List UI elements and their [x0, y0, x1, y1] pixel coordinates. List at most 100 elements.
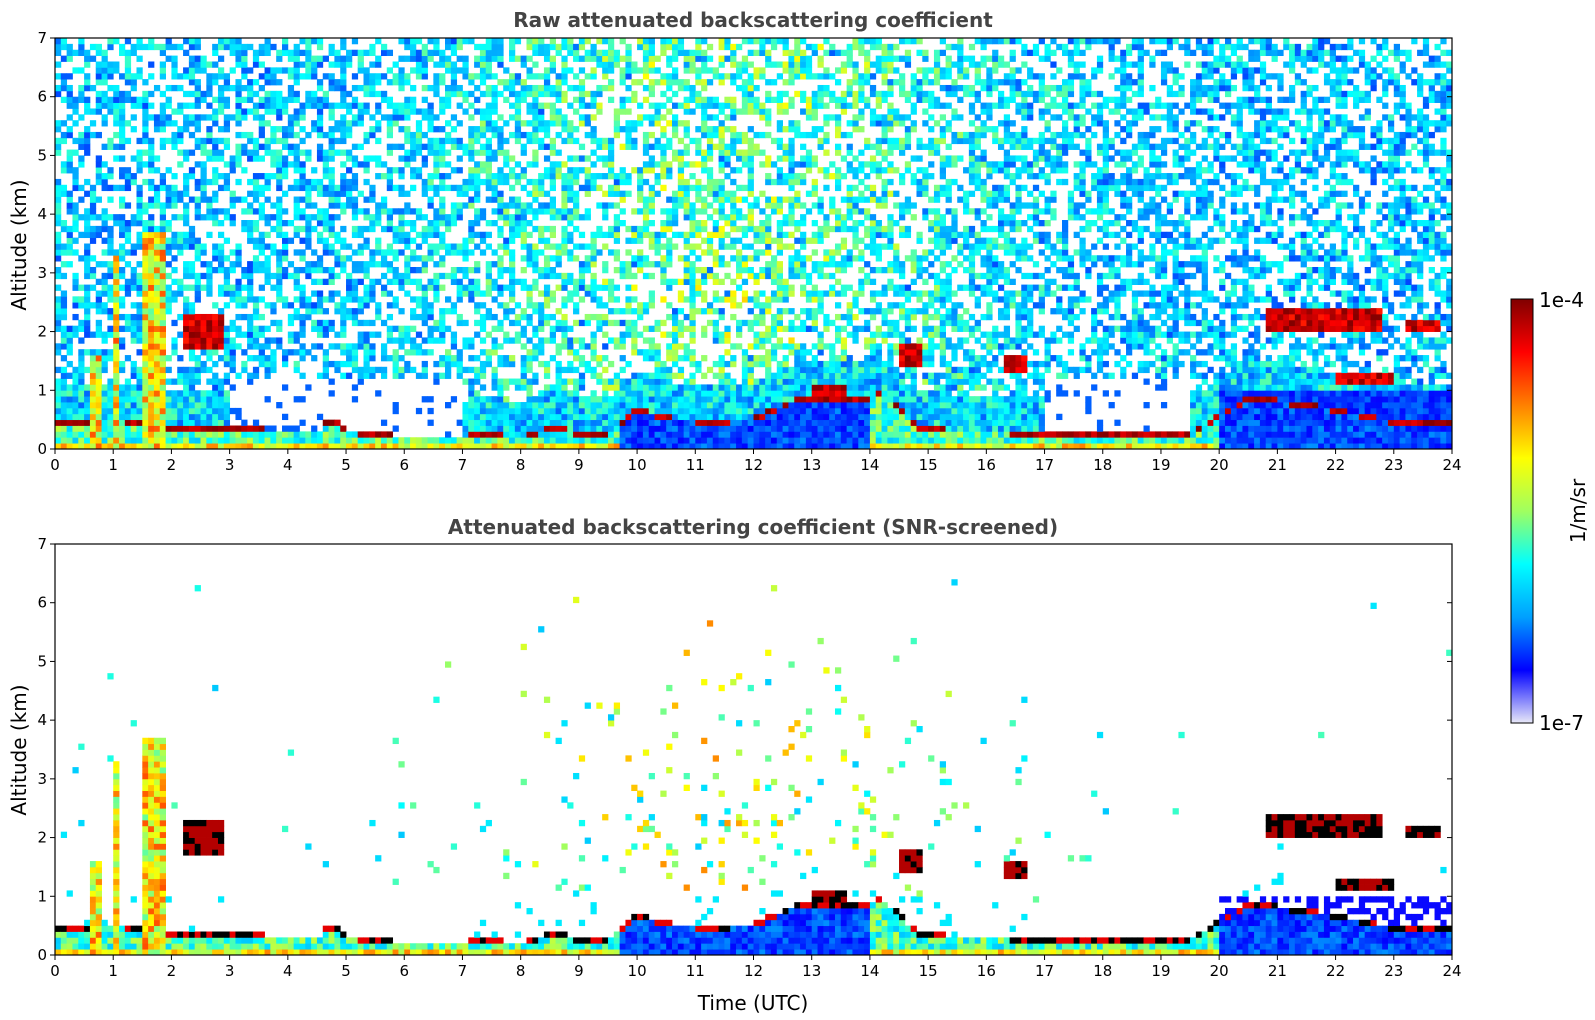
heatmap-cell [450, 343, 458, 350]
heatmap-cell [660, 231, 667, 239]
heatmap-cell [503, 355, 510, 362]
heatmap-cell [124, 284, 132, 291]
heatmap-cell [613, 431, 621, 438]
heatmap-cell [84, 108, 91, 115]
heatmap-cell [217, 343, 225, 350]
heatmap-cell [520, 266, 527, 274]
heatmap-cell [363, 343, 370, 350]
heatmap-cell [375, 302, 382, 309]
heatmap-cell [124, 167, 132, 174]
heatmap-cell [328, 61, 335, 68]
heatmap-cell [677, 443, 685, 450]
heatmap-cell [264, 337, 271, 344]
heatmap-cell [741, 90, 749, 98]
heatmap-cell [130, 278, 137, 285]
heatmap-cell [159, 266, 166, 274]
heatmap-cell [421, 114, 428, 121]
heatmap-cell [520, 308, 527, 315]
heatmap-cell [532, 214, 539, 221]
heatmap-cell [78, 96, 85, 103]
heatmap-cell [404, 278, 411, 285]
heatmap-cell [223, 126, 231, 133]
heatmap-cell [159, 384, 166, 391]
heatmap-cell [439, 96, 446, 103]
heatmap-cell [206, 178, 213, 186]
heatmap-cell [206, 137, 213, 145]
heatmap-cell [503, 237, 510, 244]
heatmap-cell [672, 278, 679, 285]
heatmap-cell [450, 43, 458, 51]
heatmap-cell [322, 55, 329, 62]
heatmap-cell [188, 243, 196, 250]
heatmap-cell [631, 208, 638, 215]
heatmap-cell [124, 355, 132, 362]
heatmap-cell [648, 349, 655, 356]
heatmap-cell [252, 178, 260, 186]
heatmap-cell [532, 49, 539, 57]
heatmap-cell [340, 349, 347, 356]
heatmap-cell [689, 137, 696, 145]
heatmap-cell [84, 73, 91, 80]
heatmap-cell [316, 55, 324, 62]
heatmap-cell [153, 349, 161, 356]
heatmap-cell [136, 278, 143, 285]
heatmap-cell [677, 390, 685, 397]
heatmap-cell [142, 255, 149, 262]
heatmap-cell [648, 155, 655, 162]
heatmap-cell [648, 196, 655, 203]
heatmap-cell [177, 390, 184, 397]
heatmap-cell [672, 49, 679, 57]
heatmap-cell [212, 319, 219, 327]
heatmap-cell [165, 402, 172, 409]
heatmap-cell [130, 437, 137, 444]
heatmap-cell [509, 255, 516, 262]
heatmap-cell [247, 84, 254, 92]
heatmap-cell [316, 84, 324, 92]
heatmap-cell [200, 96, 207, 103]
heatmap-cell [136, 384, 143, 391]
heatmap-cell [183, 384, 190, 391]
heatmap-cell [456, 249, 463, 256]
heatmap-cell [648, 431, 655, 438]
heatmap-cell [561, 43, 568, 51]
heatmap-cell [584, 131, 591, 139]
heatmap-cell [491, 196, 498, 203]
heatmap-cell [153, 343, 161, 350]
heatmap-cell [363, 67, 370, 74]
heatmap-cell [602, 137, 609, 145]
heatmap-cell [543, 225, 551, 233]
heatmap-cell [736, 61, 743, 68]
heatmap-cell [322, 173, 329, 180]
heatmap-cell [241, 96, 248, 103]
heatmap-cell [718, 366, 725, 374]
heatmap-cell [514, 437, 522, 444]
heatmap-cell [84, 214, 91, 221]
heatmap-cell [217, 102, 225, 109]
heatmap-cell [660, 155, 667, 162]
heatmap-cell [683, 343, 690, 350]
heatmap-cell [462, 425, 469, 432]
heatmap-cell [555, 425, 562, 432]
heatmap-cell [514, 225, 522, 233]
heatmap-cell [677, 407, 685, 415]
heatmap-cell [433, 225, 440, 233]
heatmap-cell [95, 396, 102, 403]
heatmap-cell [549, 143, 556, 150]
heatmap-cell [55, 84, 62, 92]
heatmap-cell [322, 225, 329, 233]
heatmap-cell [322, 360, 329, 368]
heatmap-cell [701, 431, 708, 438]
heatmap-cell [706, 67, 714, 74]
heatmap-cell [450, 220, 458, 227]
heatmap-cell [689, 360, 696, 368]
heatmap-cell [282, 173, 289, 180]
heatmap-cell [276, 249, 283, 256]
heatmap-cell [619, 443, 626, 450]
heatmap-cell [316, 102, 324, 109]
heatmap-cell [683, 407, 690, 415]
heatmap-cell [520, 143, 527, 150]
heatmap-cell [299, 149, 306, 156]
heatmap-cell [55, 437, 62, 444]
heatmap-cell [485, 220, 492, 227]
heatmap-cell [584, 184, 591, 192]
